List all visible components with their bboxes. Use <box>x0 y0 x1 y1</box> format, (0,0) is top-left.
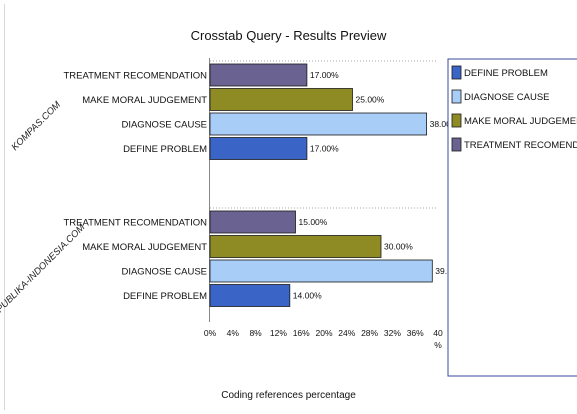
legend-swatch-make-moral-judgement <box>451 113 462 128</box>
legend-swatch-treatment-recomendation <box>451 137 462 152</box>
x-tick-label: 12% <box>270 328 287 338</box>
x-tick-label: 24% <box>338 328 355 338</box>
category-label: TREATMENT RECOMENDATION <box>63 218 207 229</box>
bar-make-moral-judgement <box>209 88 353 111</box>
category-label: DIAGNOSE CAUSE <box>121 120 207 131</box>
data-label: 14.00% <box>293 291 322 301</box>
x-tick-label: 32% <box>384 328 401 338</box>
data-label: 25.00% <box>356 95 385 105</box>
x-tick-label: 36% <box>407 328 424 338</box>
bar-diagnose-cause <box>209 259 433 283</box>
data-label: 38.00% <box>430 119 459 129</box>
legend-label-define-problem: DEFINE PROBLEM <box>464 68 548 79</box>
bar-diagnose-cause <box>209 112 428 136</box>
x-tick-label: 8% <box>249 328 262 338</box>
data-label: 17.00% <box>310 70 339 80</box>
category-label: TREATMENT RECOMENDATION <box>63 71 207 82</box>
x-tick-label: 40 <box>433 328 443 338</box>
bar-define-problem <box>209 284 291 307</box>
bar-treatment-recomendation <box>209 210 296 234</box>
chart-title: Crosstab Query - Results Preview <box>190 28 387 43</box>
category-label: DEFINE PROBLEM <box>123 291 207 302</box>
bar-make-moral-judgement <box>209 235 382 258</box>
legend-box <box>447 58 577 377</box>
x-tick-label: 20% <box>315 328 332 338</box>
legend-swatch-define-problem <box>451 65 462 80</box>
x-tick-label: 28% <box>361 328 378 338</box>
x-axis-label: Coding references percentage <box>221 390 356 401</box>
x-tick-label: 16% <box>293 328 310 338</box>
bar-define-problem <box>209 137 308 160</box>
category-label: DEFINE PROBLEM <box>123 144 207 155</box>
bar-treatment-recomendation <box>209 63 308 87</box>
frame-border <box>4 4 5 410</box>
group-label-republika-indonesia-com: REPUBLIKA-INDONESIA.COM <box>0 222 87 324</box>
category-label: MAKE MORAL JUDGEMENT <box>82 95 207 106</box>
x-tick-label: 0% <box>204 328 217 338</box>
data-label: 15.00% <box>299 217 328 227</box>
x-tick-label: 4% <box>227 328 240 338</box>
legend-swatch-diagnose-cause <box>451 89 462 104</box>
data-label: 17.00% <box>310 144 339 154</box>
data-label: 30.00% <box>384 242 413 252</box>
group-label-kompas-com: KOMPAS.COM <box>9 99 63 153</box>
category-label: MAKE MORAL JUDGEMENT <box>82 242 207 253</box>
legend-label-make-moral-judgement: MAKE MORAL JUDGEMENT <box>464 116 577 127</box>
legend-label-treatment-recomendation: TREATMENT RECOMENDATION <box>464 140 577 151</box>
legend-label-diagnose-cause: DIAGNOSE CAUSE <box>464 92 550 103</box>
category-label: DIAGNOSE CAUSE <box>121 267 207 278</box>
x-unit-label: % <box>434 340 442 350</box>
